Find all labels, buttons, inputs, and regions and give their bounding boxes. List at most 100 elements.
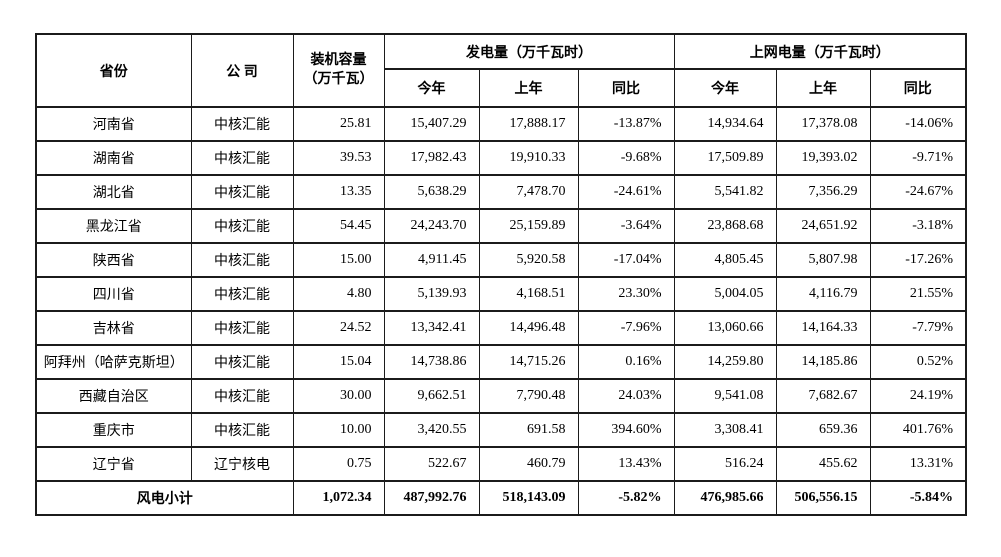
- subtotal-label: 风电小计: [35, 480, 294, 516]
- cell-province: 西藏自治区: [35, 378, 192, 414]
- table-row: 辽宁省 辽宁核电 0.75 522.67 460.79 13.43% 516.24 455.6…: [35, 446, 967, 482]
- cell-company: 中核汇能: [190, 208, 294, 244]
- cell-generation-this-year: 9,662.51: [383, 378, 480, 414]
- cell-capacity: 13.35: [292, 174, 385, 210]
- cell-generation-this-year: 3,420.55: [383, 412, 480, 448]
- subtotal-generation-last-year: 518,143.09: [478, 480, 579, 516]
- subtotal-grid-yoy: -5.84%: [869, 480, 967, 516]
- cell-generation-this-year: 522.67: [383, 446, 480, 482]
- cell-grid-last-year: 14,185.86: [775, 344, 871, 380]
- cell-grid-last-year: 17,378.08: [775, 106, 871, 142]
- cell-generation-yoy: 13.43%: [577, 446, 675, 482]
- cell-generation-yoy: 0.16%: [577, 344, 675, 380]
- cell-generation-last-year: 691.58: [478, 412, 579, 448]
- cell-grid-this-year: 23,868.68: [673, 208, 777, 244]
- cell-grid-last-year: 7,682.67: [775, 378, 871, 414]
- table-row: 吉林省 中核汇能 24.52 13,342.41 14,496.48 -7.96% 13,0…: [35, 310, 967, 346]
- cell-grid-yoy: -3.18%: [869, 208, 967, 244]
- cell-grid-last-year: 4,116.79: [775, 276, 871, 312]
- cell-capacity: 15.00: [292, 242, 385, 278]
- cell-province: 河南省: [35, 106, 192, 142]
- header-row-groups: 省份 公 司 装机容量 （万千瓦） 发电量（万千瓦时） 上网电量（万千瓦时）: [35, 33, 967, 108]
- cell-grid-last-year: 5,807.98: [775, 242, 871, 278]
- cell-generation-yoy: -24.61%: [577, 174, 675, 210]
- subtotal-generation-this-year: 487,992.76: [383, 480, 480, 516]
- cell-capacity: 15.04: [292, 344, 385, 380]
- table-row: 四川省 中核汇能 4.80 5,139.93 4,168.51 23.30% 5,004.0…: [35, 276, 967, 312]
- cell-capacity: 4.80: [292, 276, 385, 312]
- cell-province: 四川省: [35, 276, 192, 312]
- cell-company: 中核汇能: [190, 276, 294, 312]
- cell-generation-last-year: 460.79: [478, 446, 579, 482]
- col-header-capacity-line1: 装机容量: [310, 52, 367, 68]
- table-row: 河南省 中核汇能 25.81 15,407.29 17,888.17 -13.87% 14,…: [35, 106, 967, 142]
- col-header-capacity: 装机容量 （万千瓦）: [292, 33, 385, 108]
- cell-generation-this-year: 24,243.70: [383, 208, 480, 244]
- cell-generation-last-year: 7,478.70: [478, 174, 579, 210]
- cell-province: 重庆市: [35, 412, 192, 448]
- table-header: 省份 公 司 装机容量 （万千瓦） 发电量（万千瓦时） 上网电量（万千瓦时） 今…: [35, 33, 967, 108]
- col-header-company: 公 司: [190, 33, 294, 108]
- cell-capacity: 39.53: [292, 140, 385, 176]
- cell-generation-last-year: 25,159.89: [478, 208, 579, 244]
- cell-generation-last-year: 5,920.58: [478, 242, 579, 278]
- table-row: 阿拜州（哈萨克斯坦） 中核汇能 15.04 14,738.86 14,715.26 0.1…: [35, 344, 967, 380]
- table-row: 重庆市 中核汇能 10.00 3,420.55 691.58 394.60% 3,308.4…: [35, 412, 967, 448]
- cell-grid-yoy: 24.19%: [869, 378, 967, 414]
- cell-capacity: 10.00: [292, 412, 385, 448]
- cell-company: 辽宁核电: [190, 446, 294, 482]
- cell-grid-yoy: -24.67%: [869, 174, 967, 210]
- cell-grid-last-year: 24,651.92: [775, 208, 871, 244]
- subtotal-generation-yoy: -5.82%: [577, 480, 675, 516]
- col-header-grid-last-year: 上年: [775, 68, 871, 108]
- table-body: 河南省 中核汇能 25.81 15,407.29 17,888.17 -13.87% 14,…: [35, 106, 967, 516]
- cell-grid-yoy: -17.26%: [869, 242, 967, 278]
- cell-grid-this-year: 4,805.45: [673, 242, 777, 278]
- cell-grid-this-year: 13,060.66: [673, 310, 777, 346]
- cell-capacity: 25.81: [292, 106, 385, 142]
- cell-generation-yoy: 23.30%: [577, 276, 675, 312]
- cell-capacity: 30.00: [292, 378, 385, 414]
- cell-generation-last-year: 17,888.17: [478, 106, 579, 142]
- cell-grid-this-year: 14,934.64: [673, 106, 777, 142]
- cell-grid-last-year: 14,164.33: [775, 310, 871, 346]
- cell-generation-this-year: 4,911.45: [383, 242, 480, 278]
- cell-province: 黑龙江省: [35, 208, 192, 244]
- cell-generation-last-year: 14,496.48: [478, 310, 579, 346]
- cell-generation-yoy: -7.96%: [577, 310, 675, 346]
- cell-capacity: 24.52: [292, 310, 385, 346]
- cell-grid-last-year: 455.62: [775, 446, 871, 482]
- cell-province: 陕西省: [35, 242, 192, 278]
- cell-generation-yoy: -13.87%: [577, 106, 675, 142]
- cell-generation-yoy: -17.04%: [577, 242, 675, 278]
- cell-company: 中核汇能: [190, 378, 294, 414]
- cell-province: 湖南省: [35, 140, 192, 176]
- cell-generation-last-year: 19,910.33: [478, 140, 579, 176]
- col-header-generation-yoy: 同比: [577, 68, 675, 108]
- cell-grid-last-year: 7,356.29: [775, 174, 871, 210]
- cell-generation-yoy: -9.68%: [577, 140, 675, 176]
- subtotal-grid-last-year: 506,556.15: [775, 480, 871, 516]
- cell-company: 中核汇能: [190, 174, 294, 210]
- cell-generation-last-year: 4,168.51: [478, 276, 579, 312]
- cell-generation-last-year: 14,715.26: [478, 344, 579, 380]
- cell-province: 阿拜州（哈萨克斯坦）: [35, 344, 192, 380]
- subtotal-grid-this-year: 476,985.66: [673, 480, 777, 516]
- cell-province: 辽宁省: [35, 446, 192, 482]
- cell-generation-yoy: 24.03%: [577, 378, 675, 414]
- cell-capacity: 0.75: [292, 446, 385, 482]
- cell-company: 中核汇能: [190, 140, 294, 176]
- col-group-grid: 上网电量（万千瓦时）: [673, 33, 967, 70]
- col-header-capacity-line2: （万千瓦）: [303, 71, 374, 87]
- cell-company: 中核汇能: [190, 310, 294, 346]
- cell-generation-this-year: 17,982.43: [383, 140, 480, 176]
- table-row: 西藏自治区 中核汇能 30.00 9,662.51 7,790.48 24.03% 9,54…: [35, 378, 967, 414]
- cell-generation-this-year: 5,638.29: [383, 174, 480, 210]
- cell-generation-this-year: 5,139.93: [383, 276, 480, 312]
- cell-generation-this-year: 15,407.29: [383, 106, 480, 142]
- table-row: 湖北省 中核汇能 13.35 5,638.29 7,478.70 -24.61% 5,541…: [35, 174, 967, 210]
- cell-grid-this-year: 5,541.82: [673, 174, 777, 210]
- cell-province: 吉林省: [35, 310, 192, 346]
- cell-company: 中核汇能: [190, 106, 294, 142]
